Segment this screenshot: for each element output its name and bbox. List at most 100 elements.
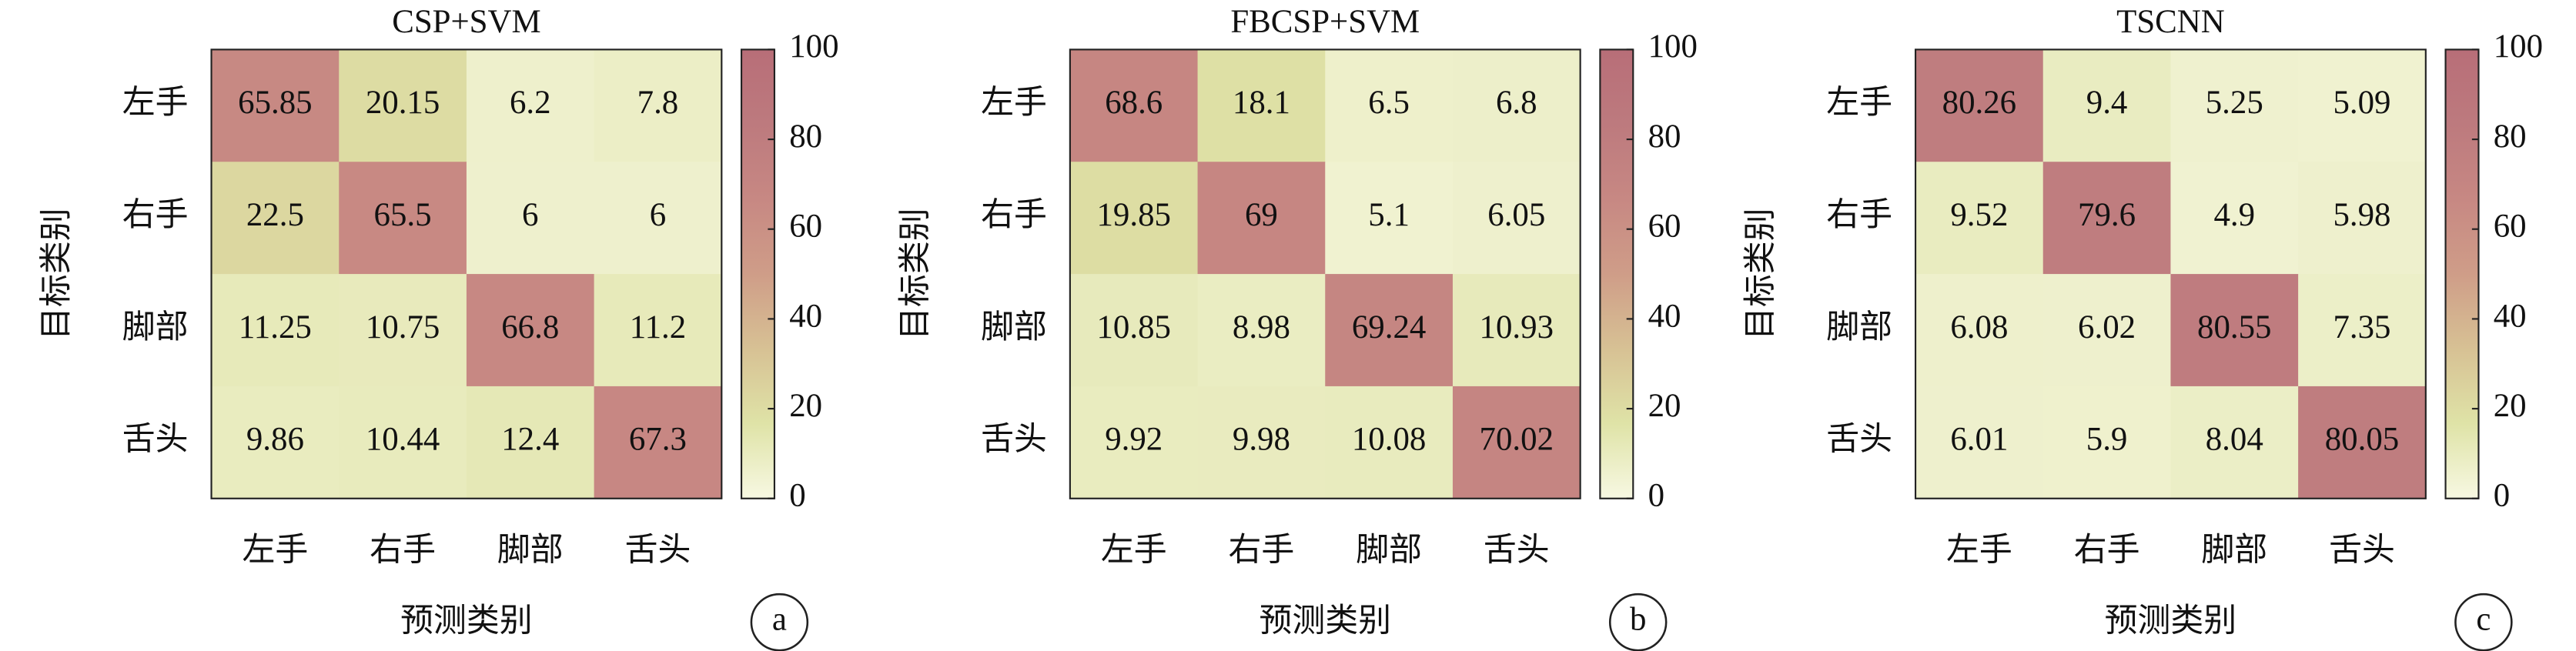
- cell-label: 80.26: [1942, 85, 2016, 121]
- panel-label: b: [1630, 601, 1646, 637]
- cell-label: 67.3: [629, 422, 687, 458]
- colorbar-tick-label: 80: [1648, 119, 1681, 155]
- cell-label: 6.02: [2078, 309, 2136, 346]
- colorbar-tick-label: 80: [789, 119, 822, 155]
- colorbar-tick-label: 40: [1648, 298, 1681, 334]
- heatmap-cell: [1452, 49, 1581, 162]
- heatmap-cell: [1197, 162, 1326, 275]
- x-tick-label: 左手: [1946, 532, 2012, 568]
- y-tick-label: 舌头: [1826, 422, 1892, 458]
- heatmap-cell: [594, 386, 722, 499]
- heatmap-cell: [2170, 162, 2299, 275]
- colorbar-tick-label: 0: [1648, 478, 1664, 514]
- panel-label-circle: [750, 593, 809, 651]
- chart-title: FBCSP+SVM: [1230, 4, 1420, 40]
- x-tick-label: 左手: [243, 532, 309, 568]
- cell-label: 6.08: [1950, 309, 2008, 346]
- cell-label: 10.75: [366, 309, 440, 346]
- y-tick-label: 脚部: [981, 309, 1047, 346]
- panel-label: c: [2476, 601, 2491, 637]
- heatmap-cell: [1069, 274, 1199, 387]
- cell-label: 70.02: [1480, 422, 1554, 458]
- x-tick-label: 脚部: [497, 532, 564, 568]
- heatmap-cell: [339, 386, 467, 499]
- heatmap-cell: [1069, 386, 1199, 499]
- y-axis-label: 目标类别: [38, 208, 75, 340]
- cell-label: 10.93: [1480, 309, 1554, 346]
- heatmap-cell: [339, 49, 467, 162]
- cell-label: 20.15: [366, 85, 440, 121]
- chart-title: TSCNN: [2116, 4, 2225, 40]
- x-tick-label: 舌头: [2329, 532, 2395, 568]
- x-axis-label: 预测类别: [2105, 603, 2237, 639]
- cell-label: 65.85: [238, 85, 312, 121]
- colorbar-tick-label: 40: [2494, 298, 2527, 334]
- heatmap-cell: [1452, 162, 1581, 275]
- y-axis-label: 目标类别: [897, 208, 933, 340]
- heatmap-cell: [1325, 162, 1454, 275]
- cell-label: 9.86: [246, 422, 304, 458]
- heatmap-cell: [594, 49, 722, 162]
- y-tick-label: 右手: [1826, 197, 1892, 233]
- colorbar-tick-label: 0: [789, 478, 805, 514]
- colorbar-tick-label: 60: [1648, 209, 1681, 245]
- heatmap-cell: [1325, 49, 1454, 162]
- heatmap-cell: [594, 274, 722, 387]
- cell-label: 6: [522, 197, 538, 233]
- heatmap-cell: [2298, 162, 2427, 275]
- y-axis-label: 目标类别: [1743, 208, 1779, 340]
- cell-label: 11.2: [630, 309, 686, 346]
- x-tick-label: 右手: [2074, 532, 2140, 568]
- cell-label: 65.5: [374, 197, 432, 233]
- heatmap-cell: [2042, 49, 2172, 162]
- y-tick-label: 右手: [122, 197, 189, 233]
- heatmap-cell: [1915, 162, 2044, 275]
- x-tick-label: 舌头: [625, 532, 691, 568]
- heatmap-cell: [1325, 386, 1454, 499]
- cell-label: 6.01: [1950, 422, 2008, 458]
- heatmap-cell: [211, 49, 340, 162]
- x-tick-label: 左手: [1101, 532, 1167, 568]
- cell-label: 9.4: [2086, 85, 2128, 121]
- plot-frame: [1069, 48, 1581, 499]
- heatmap-cell: [1197, 49, 1326, 162]
- chart-title: CSP+SVM: [392, 4, 540, 40]
- cell-label: 68.6: [1105, 85, 1163, 121]
- cell-label: 9.52: [1950, 197, 2008, 233]
- cell-label: 10.08: [1352, 422, 1426, 458]
- y-tick-label: 舌头: [122, 422, 189, 458]
- cell-label: 7.35: [2333, 309, 2390, 346]
- cell-label: 66.8: [501, 309, 559, 346]
- x-tick-label: 右手: [1229, 532, 1295, 568]
- heatmap-cell: [211, 274, 340, 387]
- heatmap-cell: [2298, 49, 2427, 162]
- heatmap-cell: [211, 162, 340, 275]
- cell-label: 22.5: [246, 197, 304, 233]
- cell-label: 5.25: [2206, 85, 2263, 121]
- cell-label: 9.92: [1105, 422, 1163, 458]
- plot-frame: [1914, 48, 2427, 499]
- colorbar-tick-label: 20: [1648, 388, 1681, 424]
- colorbar-tick-label: 20: [789, 388, 822, 424]
- heatmap-cell: [1915, 274, 2044, 387]
- colorbar-tick-label: 60: [2494, 209, 2527, 245]
- colorbar-tick-label: 40: [789, 298, 822, 334]
- heatmap-cell: [1915, 386, 2044, 499]
- cell-label: 10.85: [1096, 309, 1170, 346]
- x-tick-label: 舌头: [1484, 532, 1550, 568]
- cell-label: 8.04: [2206, 422, 2263, 458]
- plot-frame: [210, 48, 723, 499]
- colorbar-tick-label: 0: [2494, 478, 2510, 514]
- y-tick-label: 左手: [122, 85, 189, 121]
- cell-label: 5.98: [2333, 197, 2390, 233]
- x-tick-label: 脚部: [1356, 532, 1422, 568]
- cell-label: 9.98: [1233, 422, 1290, 458]
- cell-label: 6.05: [1487, 197, 1545, 233]
- heatmap-cell: [1197, 386, 1326, 499]
- y-tick-label: 脚部: [122, 309, 189, 346]
- cell-label: 6.8: [1496, 85, 1537, 121]
- y-tick-label: 脚部: [1826, 309, 1892, 346]
- heatmap-cell: [594, 162, 722, 275]
- heatmap-cell: [2170, 274, 2299, 387]
- heatmap-cell: [2298, 386, 2427, 499]
